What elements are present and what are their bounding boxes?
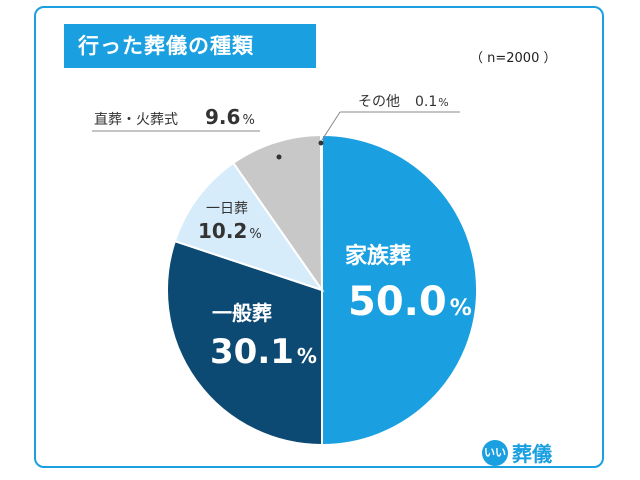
pie-slice-3 bbox=[231, 133, 324, 294]
leader-dot-direct bbox=[276, 154, 282, 160]
value-direct: 9.6% bbox=[205, 105, 255, 129]
sample-size-note: （ n=2000 ） bbox=[470, 51, 557, 66]
brand-logo: いい 葬儀 bbox=[482, 438, 552, 467]
leader-line-other-d bbox=[321, 111, 341, 141]
label-oneday: 一日葬 bbox=[206, 201, 248, 217]
chart-title: 行った葬儀の種類 bbox=[64, 24, 316, 68]
value-family: 50.0% bbox=[348, 279, 472, 325]
label-family: 家族葬 bbox=[345, 243, 411, 269]
pie-slice-4 bbox=[320, 133, 323, 291]
logo-text: 葬儀 bbox=[512, 442, 552, 466]
value-oneday: 10.2% bbox=[198, 219, 262, 243]
pie-slice-1 bbox=[166, 239, 323, 447]
value-general: 30.1% bbox=[210, 332, 317, 372]
logo-mark: いい bbox=[482, 439, 508, 466]
pie-slices bbox=[166, 133, 478, 447]
pie-slice-0 bbox=[321, 133, 478, 447]
pie-slice-2 bbox=[173, 161, 325, 292]
leader-dot-other bbox=[318, 140, 324, 146]
label-other: その他 bbox=[358, 94, 400, 110]
label-general: 一般葬 bbox=[212, 301, 272, 325]
value-other: 0.1% bbox=[415, 94, 449, 110]
label-direct: 直葬・火葬式 bbox=[94, 111, 178, 128]
